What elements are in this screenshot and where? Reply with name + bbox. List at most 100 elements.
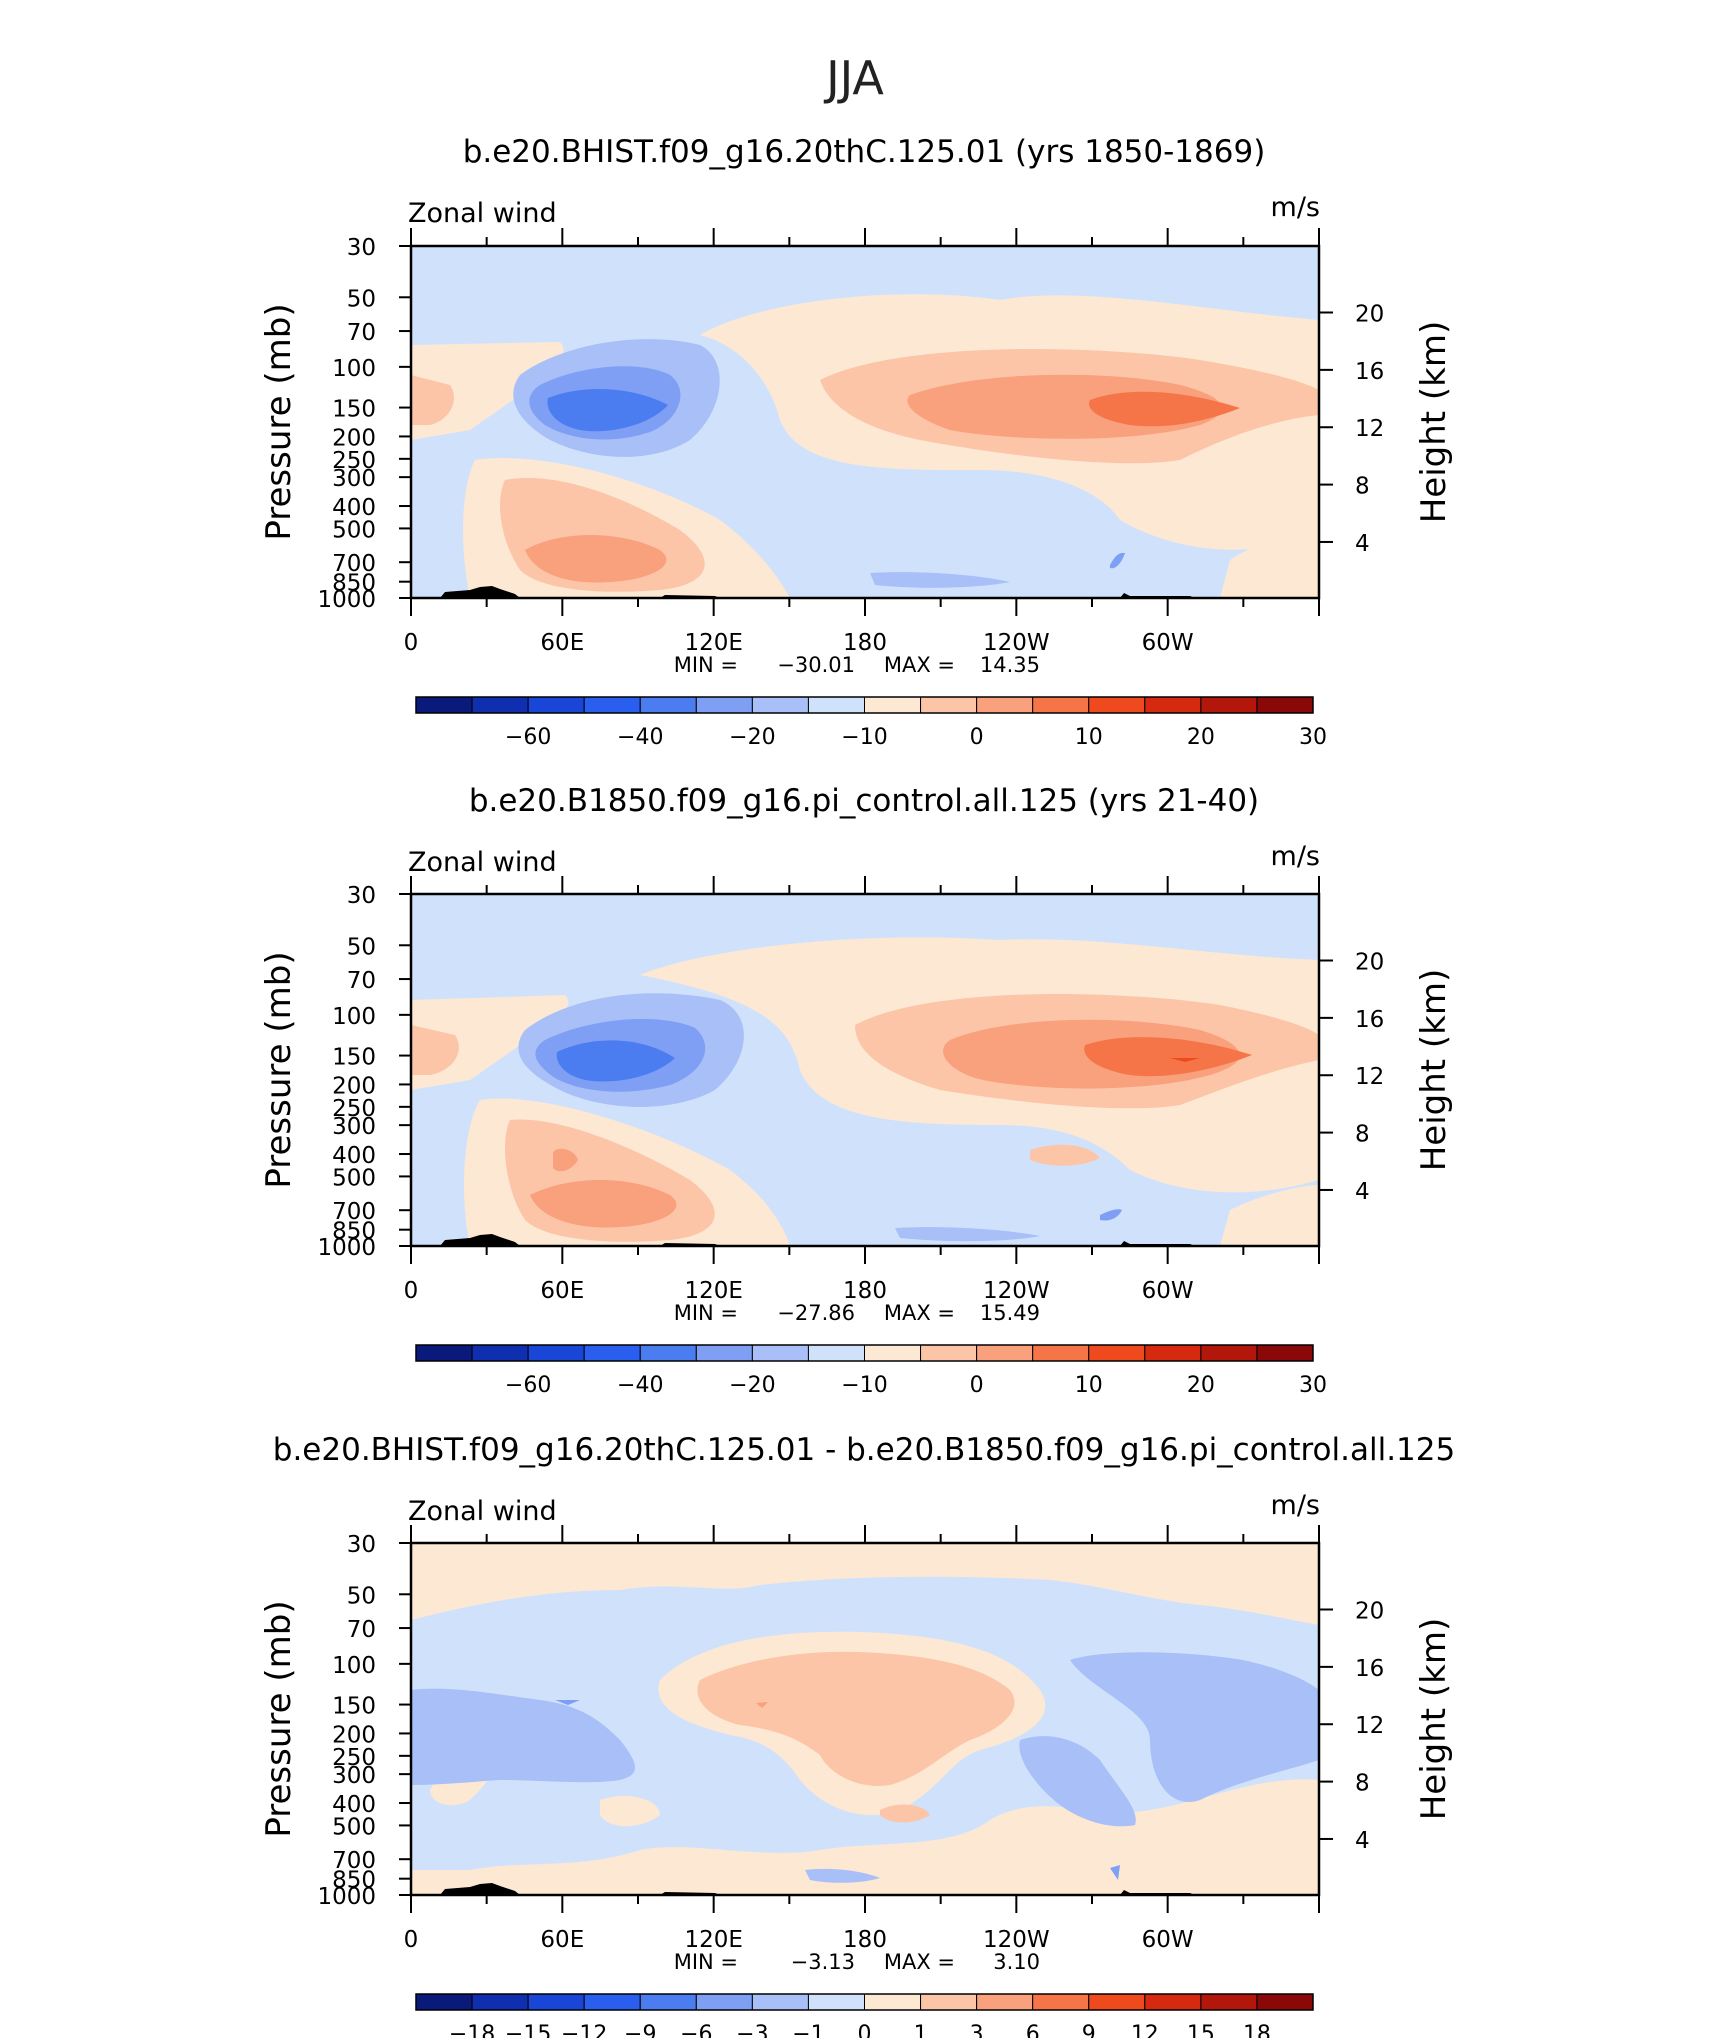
pressure-tick-label: 150 <box>332 1045 376 1071</box>
max-label: MAX = <box>884 1301 955 1325</box>
colorbar-label: −20 <box>729 725 775 750</box>
y-axis-title-right: Height (km) <box>1414 969 1454 1172</box>
colorbar-swatch <box>807 1344 865 1362</box>
lon-tick-label: 120W <box>983 630 1050 656</box>
colorbar-label: 0 <box>858 2022 872 2038</box>
pressure-tick-label: 150 <box>332 397 376 423</box>
colorbar-swatch <box>415 696 473 714</box>
y-axis-title-right: Height (km) <box>1414 321 1454 524</box>
colorbar-swatch <box>1032 1993 1090 2011</box>
colorbar-label: 10 <box>1075 725 1103 750</box>
colorbar-label: −6 <box>680 2022 712 2038</box>
colorbar-label: 20 <box>1187 1373 1215 1398</box>
colorbar-swatch <box>864 1993 922 2011</box>
colorbar-swatch <box>920 696 978 714</box>
height-tick-label: 4 <box>1355 531 1370 557</box>
height-tick-label: 12 <box>1355 1713 1384 1739</box>
pressure-tick-label: 500 <box>332 1814 376 1840</box>
lon-tick-label: 120E <box>684 1927 742 1953</box>
colorbar-label: 1 <box>914 2022 928 2038</box>
colorbar-swatch <box>471 1993 529 2011</box>
pressure-tick-label: 1000 <box>317 1235 376 1261</box>
min-value: −3.13 <box>791 1950 855 1974</box>
colorbar-swatch <box>976 1344 1034 1362</box>
min-value: −30.01 <box>777 653 855 677</box>
pressure-tick-label: 1000 <box>317 1884 376 1910</box>
colorbar-label: 12 <box>1131 2022 1159 2038</box>
pressure-tick-label: 100 <box>332 1653 376 1679</box>
colorbar-label: 9 <box>1082 2022 1096 2038</box>
colorbar-swatch <box>639 696 697 714</box>
lon-tick-label: 60E <box>540 630 584 656</box>
colorbar-swatch <box>976 1993 1034 2011</box>
lon-tick-label: 60E <box>540 1927 584 1953</box>
pressure-tick-label: 50 <box>347 286 376 312</box>
axes: 3050701001502002503004005007008501000201… <box>259 876 1454 1398</box>
panel-3: b.e20.BHIST.f09_g16.20thC.125.01 - b.e20… <box>259 1432 1455 2038</box>
panel-title: b.e20.BHIST.f09_g16.20thC.125.01 - b.e20… <box>273 1432 1455 1468</box>
pressure-tick-label: 850 <box>332 1868 376 1894</box>
colorbar-swatch <box>920 1993 978 2011</box>
pressure-tick-label: 150 <box>332 1694 376 1720</box>
pressure-tick-label: 100 <box>332 1004 376 1030</box>
max-value: 15.49 <box>980 1301 1040 1325</box>
min-label: MIN = <box>674 653 738 677</box>
max-value: 3.10 <box>993 1950 1040 1974</box>
units-label: m/s <box>1271 841 1320 872</box>
lon-tick-label: 60W <box>1142 630 1194 656</box>
colorbar-swatch <box>583 1344 641 1362</box>
height-tick-label: 20 <box>1355 1599 1384 1625</box>
height-tick-label: 16 <box>1355 1656 1384 1682</box>
colorbar-swatch <box>751 696 809 714</box>
colorbar-label: 30 <box>1299 1373 1327 1398</box>
colorbar-swatch <box>527 1993 585 2011</box>
panel-title: b.e20.BHIST.f09_g16.20thC.125.01 (yrs 18… <box>463 134 1266 170</box>
lon-tick-label: 120W <box>983 1278 1050 1304</box>
colorbar-label: 10 <box>1075 1373 1103 1398</box>
height-tick-label: 8 <box>1355 474 1370 500</box>
colorbar-swatch <box>864 696 922 714</box>
colorbar-label: −15 <box>505 2022 551 2038</box>
pressure-tick-label: 700 <box>332 551 376 577</box>
pressure-tick-label: 250 <box>332 1096 376 1122</box>
pressure-tick-label: 30 <box>347 883 376 909</box>
colorbar-swatch <box>751 1344 809 1362</box>
units-label: m/s <box>1271 1490 1320 1521</box>
lon-tick-label: 180 <box>843 630 887 656</box>
colorbar-swatch <box>527 1344 585 1362</box>
colorbar-swatch <box>807 1993 865 2011</box>
y-axis-title-right: Height (km) <box>1414 1618 1454 1821</box>
colorbar-swatch <box>639 1344 697 1362</box>
pressure-tick-label: 100 <box>332 356 376 382</box>
colorbar-label: −60 <box>505 725 551 750</box>
lon-tick-label: 0 <box>404 1278 419 1304</box>
colorbar-swatch <box>695 696 753 714</box>
lon-tick-label: 120W <box>983 1927 1050 1953</box>
lon-tick-label: 60E <box>540 1278 584 1304</box>
main-title: JJA <box>823 51 884 105</box>
pressure-tick-label: 700 <box>332 1199 376 1225</box>
colorbar-swatch <box>1144 696 1202 714</box>
colorbar-label: −10 <box>841 725 887 750</box>
colorbar-swatch <box>1144 1344 1202 1362</box>
max-value: 14.35 <box>980 653 1040 677</box>
colorbar-swatch <box>695 1993 753 2011</box>
min-label: MIN = <box>674 1301 738 1325</box>
pressure-tick-label: 400 <box>332 495 376 521</box>
colorbar-label: 0 <box>970 725 984 750</box>
colorbar-swatch <box>639 1993 697 2011</box>
colorbar-label: −20 <box>729 1373 775 1398</box>
colorbar-swatch <box>1200 696 1258 714</box>
max-label: MAX = <box>884 1950 955 1974</box>
variable-label: Zonal wind <box>408 198 557 229</box>
height-tick-label: 4 <box>1355 1179 1370 1205</box>
min-value: −27.86 <box>777 1301 855 1325</box>
pressure-tick-label: 300 <box>332 1763 376 1789</box>
height-tick-label: 12 <box>1355 1064 1384 1090</box>
pressure-tick-label: 250 <box>332 448 376 474</box>
pressure-tick-label: 250 <box>332 1745 376 1771</box>
pressure-tick-label: 500 <box>332 1165 376 1191</box>
colorbar: −18 −15 −12 −9 −6 −3 −1 0 1 3 6 9 12 15 18 <box>415 1993 1314 2038</box>
colorbar-swatch <box>1256 1993 1314 2011</box>
